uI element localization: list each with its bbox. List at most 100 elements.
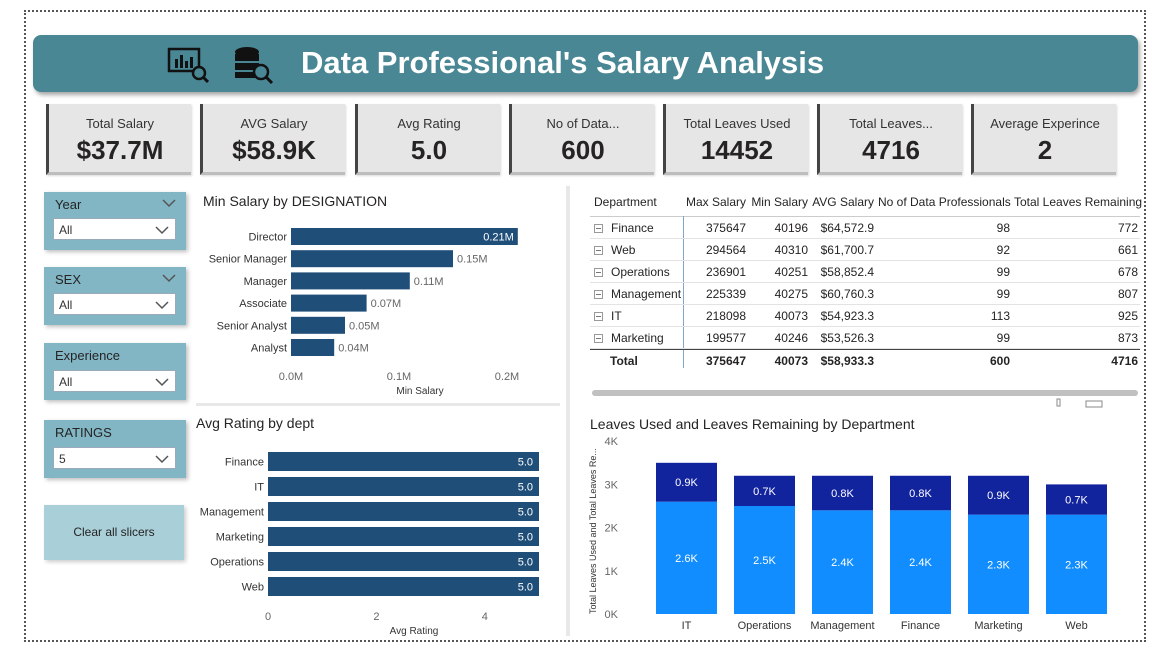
data-label: 2.4K <box>909 557 932 569</box>
kpi-value: 14452 <box>700 135 774 165</box>
expand-icon[interactable] <box>594 246 603 255</box>
leaves-chart-title: Leaves Used and Leaves Remaining by Depa… <box>590 416 915 432</box>
chevron-down-icon <box>155 226 169 235</box>
cell-min-salary: 40310 <box>774 243 808 257</box>
filter-icon[interactable] <box>1056 398 1061 407</box>
header-total-leaves-remaining[interactable]: Total Leaves Remaining <box>1014 195 1143 209</box>
table-row: Web 294564 40310 $61,700.7 92 661 <box>590 239 1140 261</box>
data-label: 5.0 <box>518 557 533 569</box>
x-axis-title: Avg Rating <box>390 626 439 637</box>
category-label: Marketing <box>216 532 264 544</box>
table-row: Management 225339 40275 $60,760.3 99 807 <box>590 283 1140 305</box>
kpi-value: 2 <box>1037 135 1053 165</box>
bar <box>268 552 539 571</box>
cell-no-of-data-professionals: 92 <box>996 243 1010 257</box>
chevron-down-icon[interactable] <box>162 273 176 283</box>
year-slicer-label: Year <box>55 197 82 212</box>
x-tick-label: 0 <box>265 611 271 623</box>
x-tick-label: 0.0M <box>279 371 303 383</box>
kpi-value: $37.7M <box>76 135 164 165</box>
cell-no-of-data-professionals: 99 <box>996 265 1010 279</box>
table-total-row: Total 375647 40073 $58,933.3 600 4716 <box>590 349 1140 371</box>
expand-icon[interactable] <box>594 268 603 277</box>
data-label: 2.6K <box>675 553 698 565</box>
header-banner: Data Professional's Salary Analysis <box>33 35 1138 92</box>
total-max-salary: 375647 <box>705 354 746 368</box>
bar <box>268 452 539 471</box>
kpi-label: AVG Salary <box>240 116 308 131</box>
bar-leaves-used <box>968 514 1029 614</box>
data-label: 2.5K <box>753 555 776 567</box>
category-label: IT <box>682 620 692 632</box>
kpi-label: Total Leaves Used <box>683 116 791 131</box>
header-avg-salary[interactable]: AVG Salary <box>812 195 874 209</box>
kpi-avg-rating: Avg Rating 5.0 <box>355 104 500 175</box>
year-slicer: Year All <box>44 192 186 250</box>
table-horizontal-scrollbar[interactable] <box>592 390 1138 396</box>
category-label: Web <box>242 582 264 594</box>
y-tick-label: 1K <box>605 566 619 578</box>
kpi-total-salary: Total Salary $37.7M <box>46 104 191 175</box>
column-separator <box>683 216 684 368</box>
data-label: 0.7K <box>753 486 776 498</box>
header-department[interactable]: Department <box>594 195 657 209</box>
data-label: 0.05M <box>349 320 380 332</box>
cell-min-salary: 40196 <box>774 221 808 235</box>
cell-no-of-data-professionals: 98 <box>996 221 1010 235</box>
experience-slicer-label: Experience <box>55 348 121 363</box>
page-title: Data Professional's Salary Analysis <box>301 45 825 80</box>
header-min-salary[interactable]: Min Salary <box>751 195 808 209</box>
ratings-dropdown-value: 5 <box>59 452 66 466</box>
header-max-salary[interactable]: Max Salary <box>685 195 746 209</box>
data-label: 2.4K <box>831 557 854 569</box>
cell-max-salary: 199577 <box>705 331 746 345</box>
data-label: 5.0 <box>518 482 533 494</box>
cell-total-leaves-remaining: 772 <box>1117 221 1138 235</box>
bar <box>268 577 539 596</box>
x-tick-label: 4 <box>482 611 488 623</box>
y-tick-label: 3K <box>605 479 619 491</box>
visual-header-icons <box>1056 398 1103 408</box>
cell-min-salary: 40246 <box>774 331 808 345</box>
cell-max-salary: 236901 <box>705 265 746 279</box>
data-label: 0.15M <box>457 254 488 266</box>
data-label: 0.9K <box>675 477 698 489</box>
header-no-of-data-professionals[interactable]: No of Data Professionals <box>878 195 1011 209</box>
sex-dropdown[interactable]: All <box>53 293 176 315</box>
category-label: Marketing <box>974 620 1022 632</box>
expand-icon[interactable] <box>594 290 603 299</box>
cell-avg-salary: $60,760.3 <box>820 287 874 301</box>
cell-department: Web <box>611 243 636 257</box>
ratings-dropdown[interactable]: 5 <box>53 447 176 469</box>
cell-department: Marketing <box>611 331 664 345</box>
year-dropdown[interactable]: All <box>53 218 176 240</box>
min-salary-by-designation-chart: Director 0.21M Senior Manager 0.15M Manager 0… <box>209 228 519 397</box>
experience-dropdown[interactable]: All <box>53 370 176 392</box>
x-tick-label: 0.1M <box>387 371 411 383</box>
bar <box>291 272 410 290</box>
category-label: Finance <box>225 457 264 469</box>
experience-dropdown-value: All <box>59 375 73 389</box>
bar-leaves-remaining <box>1046 484 1107 515</box>
total-leaves-remaining: 4716 <box>1111 354 1138 368</box>
cell-total-leaves-remaining: 925 <box>1117 309 1138 323</box>
expand-icon[interactable] <box>594 312 603 321</box>
chevron-down-icon[interactable] <box>162 198 176 208</box>
chevron-down-icon <box>155 455 169 464</box>
cell-no-of-data-professionals: 99 <box>996 287 1010 301</box>
clear-all-slicers-button[interactable]: Clear all slicers <box>44 505 184 560</box>
data-label: 0.8K <box>831 488 854 500</box>
report-canvas <box>24 10 1146 642</box>
expand-icon[interactable] <box>594 334 603 343</box>
kpi-value: $58.9K <box>232 135 316 165</box>
kpi-label: No of Data... <box>546 116 620 131</box>
ratings-slicer-label: RATINGS <box>55 425 112 440</box>
kpi-label: Average Experince <box>990 116 1100 131</box>
data-label: 0.9K <box>987 490 1010 502</box>
expand-icon[interactable] <box>594 224 603 233</box>
focus-mode-icon[interactable] <box>1085 400 1103 408</box>
data-label: 0.21M <box>483 232 514 244</box>
database-search-icon <box>235 47 274 85</box>
cell-total-leaves-remaining: 678 <box>1117 265 1138 279</box>
cell-max-salary: 294564 <box>705 243 746 257</box>
